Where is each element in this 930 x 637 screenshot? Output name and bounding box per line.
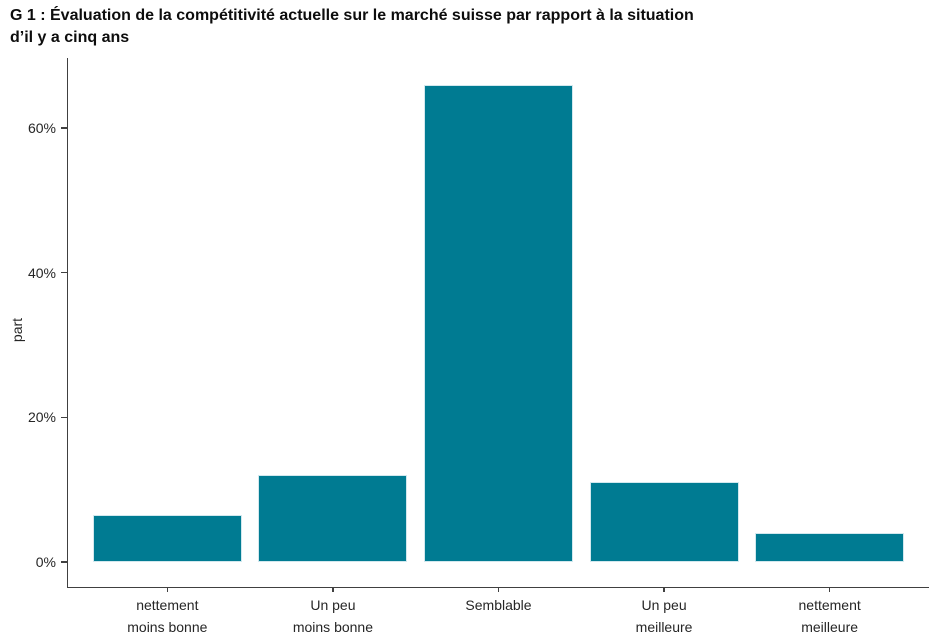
bar [755, 533, 905, 562]
y-axis-title: part [9, 317, 25, 343]
y-tick-label: 0% [35, 554, 56, 570]
x-tick [828, 587, 831, 592]
y-tick [61, 127, 67, 129]
x-tick-label-line: moins bonne [292, 619, 373, 635]
x-tick [497, 587, 500, 592]
x-tick-label-line: Semblable [465, 597, 532, 613]
x-tick-label: Un peu moins bonne [248, 594, 418, 637]
x-axis-line [66, 586, 929, 588]
bar [423, 84, 573, 562]
x-tick [166, 587, 169, 592]
x-tick-label-line: nettement [798, 597, 861, 613]
x-tick-label-line: Un peu [641, 597, 687, 613]
x-tick [332, 587, 334, 592]
x-tick-label-line: meilleure [635, 619, 693, 635]
y-axis-line [66, 58, 68, 588]
x-tick-label: nettement meilleure [745, 594, 915, 637]
x-tick-label-line: Un peu [310, 597, 356, 613]
bar [589, 482, 739, 562]
y-tick [61, 271, 67, 274]
bar [92, 514, 242, 562]
bar [258, 475, 408, 562]
x-tick [663, 587, 665, 592]
x-tick-label-line: meilleure [801, 619, 859, 635]
x-tick-label: nettement moins bonne [82, 594, 252, 637]
x-tick-label-line: nettement [136, 597, 199, 613]
chart-title: G 1 : Évaluation de la compétitivité act… [10, 5, 694, 49]
x-tick-label: Semblable [414, 594, 584, 616]
chart-title-line-1: G 1 : Évaluation de la compétitivité act… [10, 7, 694, 24]
y-tick [61, 416, 67, 419]
y-tick-label: 40% [27, 264, 56, 281]
y-tick-label: 60% [27, 120, 56, 136]
x-tick-label: Un peu meilleure [579, 594, 749, 637]
x-tick-label-line: moins bonne [127, 619, 208, 635]
y-tick [61, 561, 67, 563]
y-tick-label: 20% [27, 409, 56, 426]
chart-title-line-2: d’il y a cinq ans [10, 29, 130, 46]
